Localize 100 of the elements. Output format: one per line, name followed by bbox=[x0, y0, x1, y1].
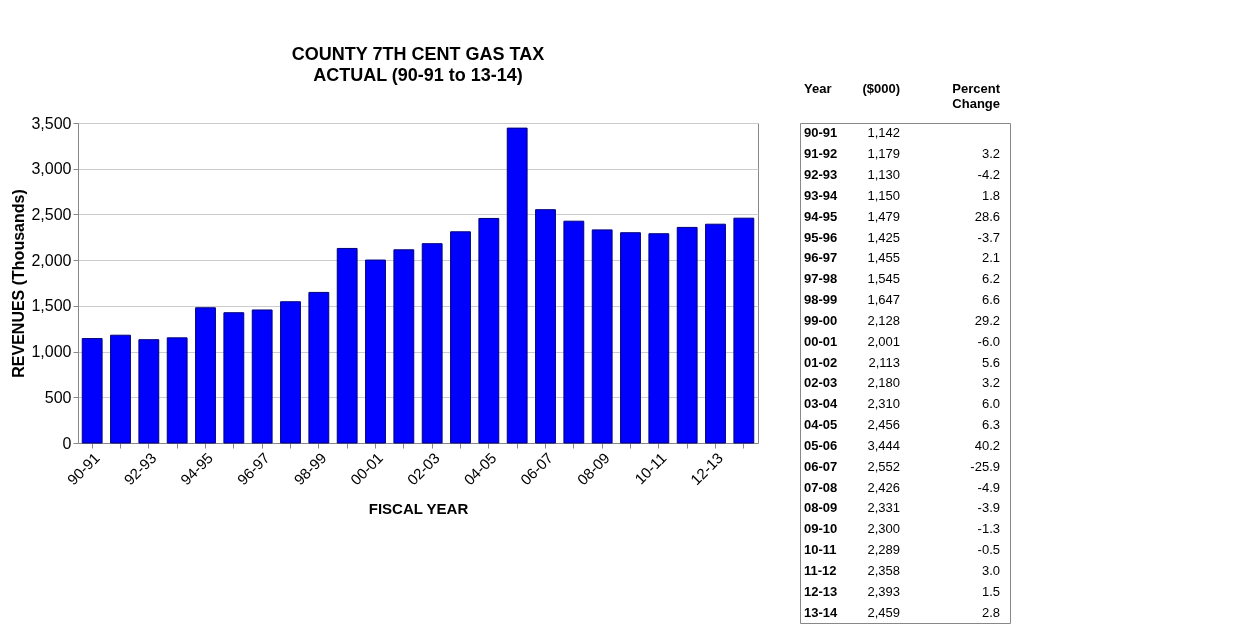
data-label: 1,455 bbox=[867, 250, 900, 266]
data-label: -6.0 bbox=[977, 333, 1000, 349]
data-label: 5.6 bbox=[981, 354, 1000, 370]
category-label: 07-08 bbox=[804, 479, 838, 495]
data-label: -3.7 bbox=[977, 229, 1000, 245]
data-label: 2,180 bbox=[867, 375, 900, 391]
bar bbox=[705, 223, 726, 444]
bar bbox=[81, 338, 103, 444]
category-label: 97-98 bbox=[804, 271, 838, 287]
data-label: 2,113 bbox=[868, 354, 900, 370]
data-label: 1,150 bbox=[867, 187, 900, 203]
category-label: 95-96 bbox=[804, 229, 838, 245]
text: ($000) bbox=[862, 81, 900, 96]
data-label: 1,142 bbox=[867, 125, 900, 141]
data-label: 3.2 bbox=[981, 146, 1000, 162]
category-label: 10-11 bbox=[804, 542, 837, 558]
data-label: -4.2 bbox=[977, 167, 1000, 183]
data-label: 2,456 bbox=[867, 417, 900, 433]
bar bbox=[166, 337, 188, 444]
y-tick-label: 500 bbox=[44, 388, 72, 406]
bar bbox=[251, 309, 273, 444]
data-label: 3.2 bbox=[981, 375, 1000, 391]
category-label: 94-95 bbox=[804, 208, 838, 224]
chart-title: COUNTY 7TH CENT GAS TAX bbox=[291, 44, 545, 64]
data-label: 2.8 bbox=[981, 604, 1000, 620]
bar bbox=[620, 232, 641, 444]
data-label: 3,444 bbox=[867, 437, 900, 453]
bar bbox=[563, 220, 585, 444]
bar bbox=[365, 259, 386, 444]
data-label: 6.6 bbox=[981, 292, 1000, 308]
category-label: 12-13 bbox=[804, 583, 838, 599]
data-label: 1,179 bbox=[867, 146, 900, 162]
data-label: 1,479 bbox=[867, 208, 900, 224]
data-label: 6.2 bbox=[981, 271, 1000, 287]
bar bbox=[676, 226, 698, 444]
category-label: 05-06 bbox=[804, 437, 838, 453]
y-tick-label: 1,500 bbox=[31, 297, 72, 315]
bar bbox=[535, 209, 556, 444]
data-label: 2,393 bbox=[867, 583, 900, 599]
text: Year bbox=[804, 81, 832, 96]
category-label: 04-05 bbox=[804, 417, 838, 433]
data-label: -3.9 bbox=[977, 500, 1000, 516]
bar bbox=[110, 334, 131, 444]
y-axis-title: REVENUES (Thousands) bbox=[10, 189, 28, 378]
data-label: 2,289 bbox=[867, 542, 900, 558]
data-label: 1,545 bbox=[867, 271, 900, 287]
data-label: 6.0 bbox=[981, 396, 1000, 412]
data-label: 40.2 bbox=[974, 437, 1000, 453]
category-label: 02-03 bbox=[804, 375, 838, 391]
bar bbox=[733, 217, 755, 444]
data-label: 2,358 bbox=[867, 562, 900, 578]
bar bbox=[591, 229, 613, 444]
y-tick-label: 3,000 bbox=[31, 160, 72, 178]
y-tick-label: 2,500 bbox=[31, 205, 72, 223]
category-label: 96-97 bbox=[804, 250, 838, 266]
bar bbox=[421, 243, 443, 444]
bar bbox=[648, 233, 670, 444]
bar bbox=[450, 231, 471, 444]
data-label: -4.9 bbox=[977, 479, 1000, 495]
category-label: 09-10 bbox=[804, 521, 838, 537]
bar bbox=[195, 307, 216, 444]
data-label: 2,459 bbox=[867, 604, 900, 620]
data-label: 29.2 bbox=[974, 312, 1000, 328]
category-label: 92-93 bbox=[804, 167, 838, 183]
data-label: 1.8 bbox=[981, 187, 1000, 203]
y-tick-label: 1,000 bbox=[31, 343, 72, 361]
bar bbox=[478, 217, 500, 444]
data-label: 2,128 bbox=[867, 312, 900, 328]
category-label: 13-14 bbox=[804, 604, 839, 620]
data-label: 2,300 bbox=[867, 521, 900, 537]
bar bbox=[138, 339, 160, 444]
bar bbox=[336, 247, 358, 444]
data-label: 2,552 bbox=[867, 458, 900, 474]
data-label: 2,426 bbox=[867, 479, 900, 495]
data-label: -1.3 bbox=[977, 521, 1000, 537]
data-label: 2,310 bbox=[867, 396, 900, 412]
data-label: -0.5 bbox=[977, 542, 1000, 558]
category-label: 08-09 bbox=[804, 500, 838, 516]
category-label: 00-01 bbox=[804, 333, 838, 349]
data-label: 28.6 bbox=[974, 208, 1000, 224]
category-label: 01-02 bbox=[804, 354, 838, 370]
category-label: 99-00 bbox=[804, 312, 838, 328]
category-label: 90-91 bbox=[804, 125, 838, 141]
category-label: 98-99 bbox=[804, 292, 838, 308]
data-label: 6.3 bbox=[981, 417, 1000, 433]
category-label: 91-92 bbox=[804, 146, 838, 162]
bar bbox=[506, 127, 528, 444]
bar bbox=[308, 291, 330, 444]
y-tick-label: 3,500 bbox=[31, 114, 72, 132]
data-label: 1,130 bbox=[867, 167, 900, 183]
data-label: 2,331 bbox=[867, 500, 900, 516]
bar bbox=[280, 301, 301, 444]
data-label: 2,001 bbox=[867, 333, 900, 349]
data-label: 1,425 bbox=[867, 229, 900, 245]
category-label: 11-12 bbox=[804, 562, 837, 578]
category-label: 03-04 bbox=[804, 396, 839, 412]
bar bbox=[223, 312, 245, 444]
data-label: 2.1 bbox=[981, 250, 1000, 266]
text: Percent Change bbox=[952, 81, 1001, 111]
category-label: 93-94 bbox=[804, 187, 839, 203]
